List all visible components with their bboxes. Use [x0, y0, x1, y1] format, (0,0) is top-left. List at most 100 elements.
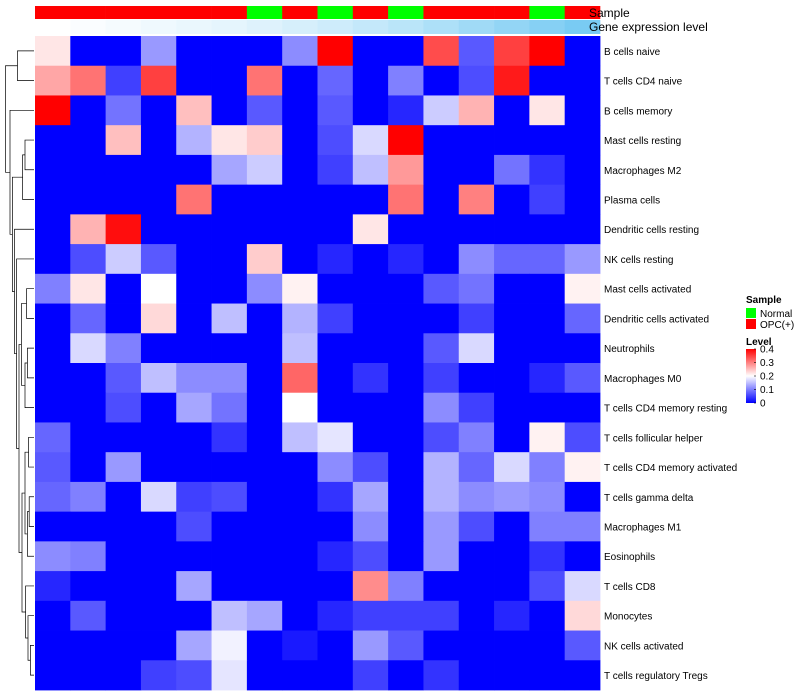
heatmap-cell — [564, 303, 601, 334]
heatmap-cell — [458, 303, 495, 334]
heatmap-cell — [70, 481, 107, 513]
heatmap-cell — [246, 392, 283, 423]
heatmap-cell — [140, 95, 177, 126]
heatmap-cell — [388, 630, 424, 661]
heatmap-cell — [458, 600, 495, 631]
heatmap-cell — [176, 95, 212, 126]
heatmap-cell — [317, 273, 354, 304]
heatmap-cell — [211, 511, 248, 542]
heatmap-cell — [176, 630, 212, 661]
heatmap-cell — [529, 95, 566, 126]
heatmap-cell — [529, 65, 566, 96]
heatmap-cell — [211, 363, 248, 394]
heatmap-cell — [423, 125, 460, 156]
heatmap-cell — [282, 541, 318, 572]
heatmap-cell — [458, 511, 495, 542]
heatmap-cell — [140, 154, 177, 186]
heatmap-cell — [494, 481, 530, 513]
heatmap-cell — [211, 65, 248, 96]
gene-track-cell — [282, 20, 318, 34]
heatmap-cell — [423, 481, 460, 513]
heatmap-cell — [246, 571, 283, 602]
heatmap-cell — [176, 600, 212, 631]
heatmap-cell — [494, 154, 530, 186]
heatmap-cell — [564, 36, 601, 67]
heatmap-cell — [140, 392, 177, 423]
sample-track-cell — [282, 6, 318, 19]
heatmap-cell — [352, 630, 389, 661]
heatmap-cell — [282, 481, 318, 513]
heatmap-cell — [317, 541, 354, 572]
heatmap-cell — [564, 125, 601, 156]
heatmap-cell — [423, 36, 460, 67]
heatmap-cell — [388, 600, 424, 631]
heatmap-cell — [317, 452, 354, 483]
heatmap-cell — [70, 214, 107, 245]
heatmap-cell — [246, 511, 283, 542]
heatmap-cell — [70, 125, 107, 156]
sample-track-cell — [388, 6, 424, 19]
sample-track-cell — [105, 6, 142, 19]
heatmap-cell — [105, 660, 142, 691]
row-label: T cells CD4 memory resting — [604, 404, 727, 415]
heatmap-cell — [564, 65, 601, 96]
heatmap-cell — [317, 511, 354, 542]
heatmap-cell — [317, 95, 354, 126]
heatmap-cell — [317, 214, 354, 245]
level-ticks: 0.4 0.3 0.2 0.1 0 — [754, 345, 774, 410]
heatmap-cell — [246, 184, 283, 215]
sample-track-cell — [564, 6, 601, 19]
row-label: Dendritic cells activated — [604, 314, 709, 325]
heatmap-cell — [458, 36, 495, 67]
row-label: Monocytes — [604, 612, 652, 623]
heatmap-cell — [494, 571, 530, 602]
sample-track-cell — [70, 6, 106, 19]
heatmap-cell — [70, 95, 107, 126]
heatmap-cell — [35, 630, 71, 661]
heatmap-cell — [388, 214, 424, 245]
heatmap-cell — [70, 422, 107, 453]
heatmap-cell — [352, 660, 389, 691]
legend-swatch-opc — [746, 319, 756, 329]
heatmap-cell — [105, 630, 142, 661]
heatmap-cell — [246, 214, 283, 245]
heatmap-cell — [211, 333, 248, 364]
heatmap-cell — [352, 600, 389, 631]
heatmap-cell — [140, 660, 177, 691]
heatmap-cell — [282, 244, 318, 275]
heatmap-cell — [282, 36, 318, 67]
heatmap-cell — [352, 95, 389, 126]
heatmap-cell — [282, 184, 318, 215]
heatmap-cell — [388, 333, 424, 364]
heatmap-cell — [105, 244, 142, 275]
heatmap-cell — [529, 511, 566, 542]
heatmap-cell — [70, 630, 107, 661]
sample-legend-title: Sample — [746, 295, 782, 306]
heatmap-cell — [458, 630, 495, 661]
heatmap-cell — [423, 333, 460, 364]
dendrogram-branch — [5, 65, 18, 173]
heatmap-cell — [564, 154, 601, 186]
legend-label-normal: Normal — [760, 309, 792, 320]
heatmap-cell — [564, 422, 601, 453]
heatmap-cell — [176, 184, 212, 215]
heatmap-cell — [494, 95, 530, 126]
heatmap-cell — [529, 481, 566, 513]
heatmap-cell — [246, 303, 283, 334]
heatmap-cell — [423, 303, 460, 334]
heatmap-cell — [388, 244, 424, 275]
heatmap-cell — [529, 363, 566, 394]
heatmap-cell — [35, 660, 71, 691]
dendrogram-branch — [26, 288, 34, 319]
heatmap-cell — [211, 95, 248, 126]
gene-track-cell — [494, 20, 530, 34]
heatmap-cells — [35, 36, 601, 691]
heatmap-cell — [105, 65, 142, 96]
gene-track-cell — [105, 20, 142, 34]
heatmap-cell — [494, 333, 530, 364]
heatmap-cell — [352, 571, 389, 602]
heatmap-cell — [246, 95, 283, 126]
heatmap-cell — [176, 660, 212, 691]
dendrogram-branch — [22, 154, 34, 200]
heatmap-cell — [494, 363, 530, 394]
